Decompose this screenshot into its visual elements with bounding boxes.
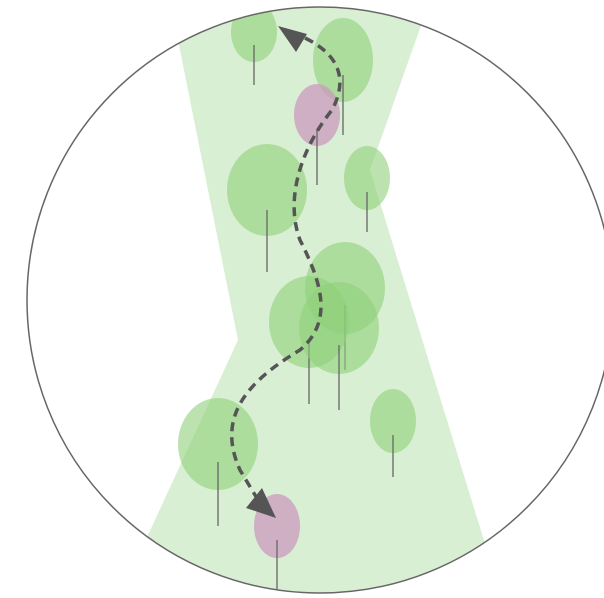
arrowhead-bottom bbox=[246, 488, 276, 518]
tree bbox=[227, 144, 307, 236]
tree bbox=[344, 146, 390, 210]
tree bbox=[370, 389, 416, 453]
dashed-route bbox=[229, 36, 342, 501]
tree-pink bbox=[294, 84, 340, 146]
arrowhead-top bbox=[278, 26, 307, 52]
trees bbox=[178, 7, 416, 593]
scene bbox=[140, 7, 490, 593]
tree bbox=[313, 18, 373, 102]
tree bbox=[299, 282, 379, 374]
disc-outline bbox=[26, 6, 604, 594]
